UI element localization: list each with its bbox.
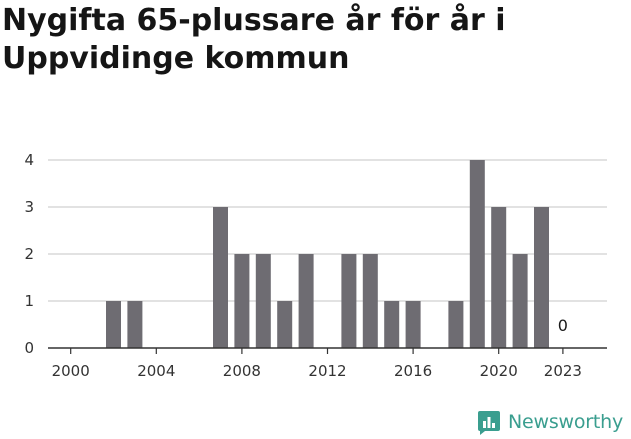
chart-title: Nygifta 65-plussare år för år i Uppvidin… [2, 3, 506, 76]
x-tick-label: 2020 [480, 362, 518, 380]
bar-2003 [127, 301, 143, 348]
bar-2019 [469, 160, 485, 348]
x-tick-label: 2016 [394, 362, 432, 380]
y-tick-label: 1 [24, 292, 34, 310]
newsworthy-logo-icon [478, 411, 500, 435]
y-tick-label: 2 [24, 245, 34, 263]
annotations: 0 [558, 316, 568, 335]
bar-2020 [491, 207, 507, 348]
bar-2010 [277, 301, 293, 348]
data-label: 0 [558, 316, 568, 335]
x-tick-label: 2023 [544, 362, 582, 380]
bar-2016 [405, 301, 421, 348]
bar-2011 [298, 254, 314, 348]
y-tick-label: 4 [24, 151, 34, 169]
bar-2015 [384, 301, 400, 348]
y-axis-ticks: 0 1 2 3 4 [24, 151, 34, 357]
bar-2018 [448, 301, 464, 348]
bar-2009 [255, 254, 271, 348]
x-tick-label: 2004 [137, 362, 175, 380]
brand-logo: Newsworthy [476, 406, 623, 438]
brand-name: Newsworthy [508, 411, 624, 433]
bar-2007 [213, 207, 228, 348]
x-tick-label: 2012 [308, 362, 346, 380]
x-tick-label: 2000 [52, 362, 90, 380]
bar-chart: 0 1 2 3 4 2000 2004 2008 2012 2016 2020 2023 0 [24, 151, 607, 380]
bar-2008 [234, 254, 250, 348]
bar-2022 [534, 207, 549, 348]
bar-2021 [512, 254, 528, 348]
bar-2014 [362, 254, 378, 348]
bars [106, 160, 549, 348]
x-tick-label: 2008 [223, 362, 261, 380]
y-tick-label: 3 [24, 198, 34, 216]
y-tick-label: 0 [24, 339, 34, 357]
x-axis-ticks: 2000 2004 2008 2012 2016 2020 2023 [52, 348, 582, 380]
bar-2013 [341, 254, 357, 348]
bar-2002 [106, 301, 121, 348]
